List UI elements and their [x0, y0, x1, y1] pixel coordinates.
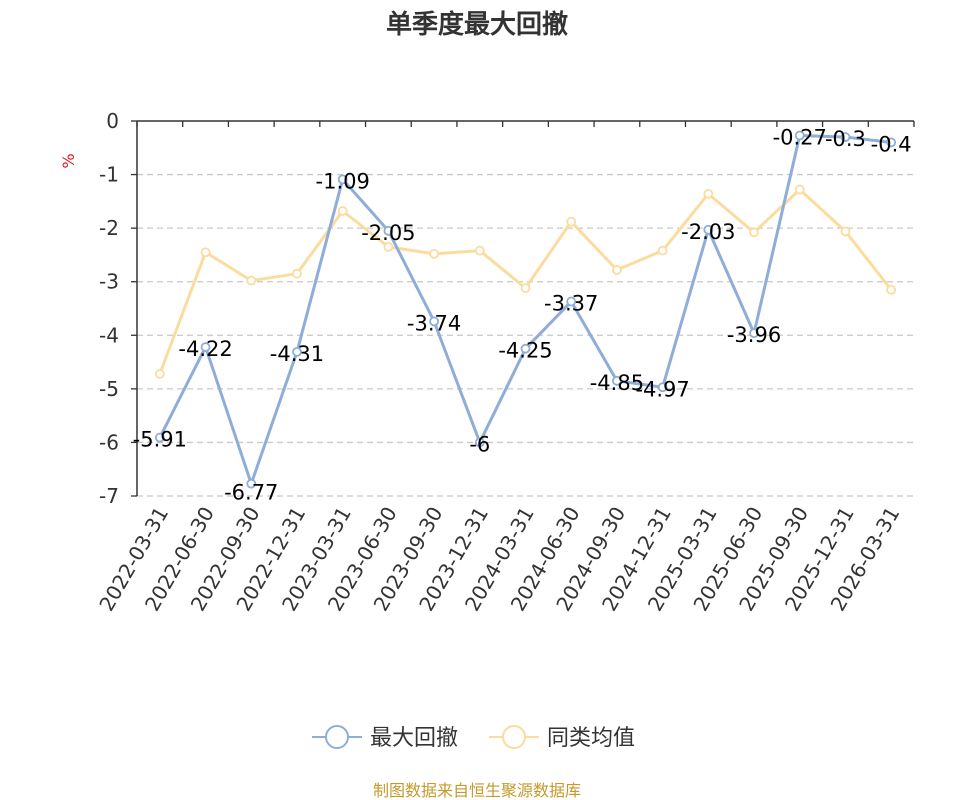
data-point — [657, 382, 668, 393]
y-tick-label: -1 — [99, 163, 119, 187]
data-label: -4.31 — [270, 342, 324, 366]
data-point — [612, 375, 622, 386]
data-point — [520, 343, 531, 354]
data-label: -1.09 — [316, 169, 370, 193]
data-label: -6 — [469, 432, 490, 456]
data-point — [429, 248, 439, 259]
data-point — [337, 206, 348, 216]
data-point — [794, 130, 805, 141]
data-label: -6.77 — [224, 481, 278, 505]
data-label: -4.25 — [498, 339, 552, 363]
data-point — [154, 368, 165, 379]
data-point — [886, 284, 897, 295]
data-point — [612, 265, 622, 275]
data-point — [840, 132, 851, 142]
y-tick-label: -5 — [99, 377, 119, 401]
data-point — [840, 226, 851, 237]
chart-title: 单季度最大回撤 — [386, 9, 568, 40]
data-point — [383, 241, 394, 252]
data-point — [200, 247, 211, 258]
legend-label: 最大回撤 — [370, 726, 458, 751]
data-point — [200, 342, 211, 352]
data-point — [703, 224, 714, 235]
data-labels: -5.91 -4.22 -6.77 -4.31 -1.09 -2.05 -3.74 -6 -4.… — [133, 125, 912, 504]
data-point — [154, 432, 165, 443]
y-tick-label: -3 — [99, 270, 119, 294]
data-label: -4.22 — [178, 337, 232, 361]
data-point — [292, 346, 302, 357]
data-point — [657, 245, 668, 256]
data-point — [383, 225, 394, 236]
data-point — [749, 328, 759, 339]
legend-marker — [325, 725, 349, 749]
data-label: -2.03 — [681, 220, 735, 244]
data-point — [246, 478, 257, 489]
source-note: 制图数据来自恒生聚源数据库 — [373, 781, 581, 800]
data-point — [566, 296, 577, 307]
data-label: -3.37 — [544, 292, 598, 316]
y-tick-label: -2 — [99, 216, 119, 240]
data-point — [429, 316, 439, 327]
data-point — [474, 437, 485, 448]
data-point — [566, 216, 577, 227]
data-label: -3.74 — [407, 311, 461, 335]
legend-marker — [502, 725, 526, 749]
series-line-max-drawdown — [158, 133, 892, 486]
axes — [136, 120, 915, 496]
data-point — [749, 227, 759, 238]
data-point — [886, 137, 897, 148]
y-tick-label: -4 — [99, 323, 119, 347]
data-label: -5.91 — [133, 428, 187, 452]
data-point — [520, 283, 531, 294]
data-point — [337, 174, 348, 185]
y-tick-labels: 0 -1 -2 -3 -4 -5 -6 -7 — [99, 109, 119, 508]
data-point — [474, 245, 485, 256]
series-group — [154, 130, 897, 489]
y-tick-label: -7 — [99, 484, 119, 508]
legend-label: 同类均值 — [547, 726, 635, 751]
data-label: -4.97 — [635, 377, 689, 401]
data-label: -2.05 — [361, 221, 415, 245]
data-point — [794, 184, 805, 195]
x-tick-labels: 2022-03-312022-06-302022-09-302022-12-31… — [94, 502, 904, 615]
data-label: -3.96 — [727, 323, 781, 347]
data-label: -4.85 — [590, 371, 644, 395]
y-tick-label: 0 — [106, 109, 119, 133]
data-label: -0.4 — [871, 132, 912, 156]
data-label: -0.3 — [825, 127, 866, 151]
legend[interactable]: 最大回撤 同类均值 — [312, 725, 635, 751]
data-label: -0.27 — [773, 125, 827, 149]
y-tick-label: -6 — [99, 430, 119, 454]
y-axis-unit: % — [59, 153, 78, 168]
data-point — [292, 268, 302, 279]
grid-lines — [131, 120, 914, 497]
data-point — [246, 275, 257, 286]
data-point — [703, 188, 714, 199]
